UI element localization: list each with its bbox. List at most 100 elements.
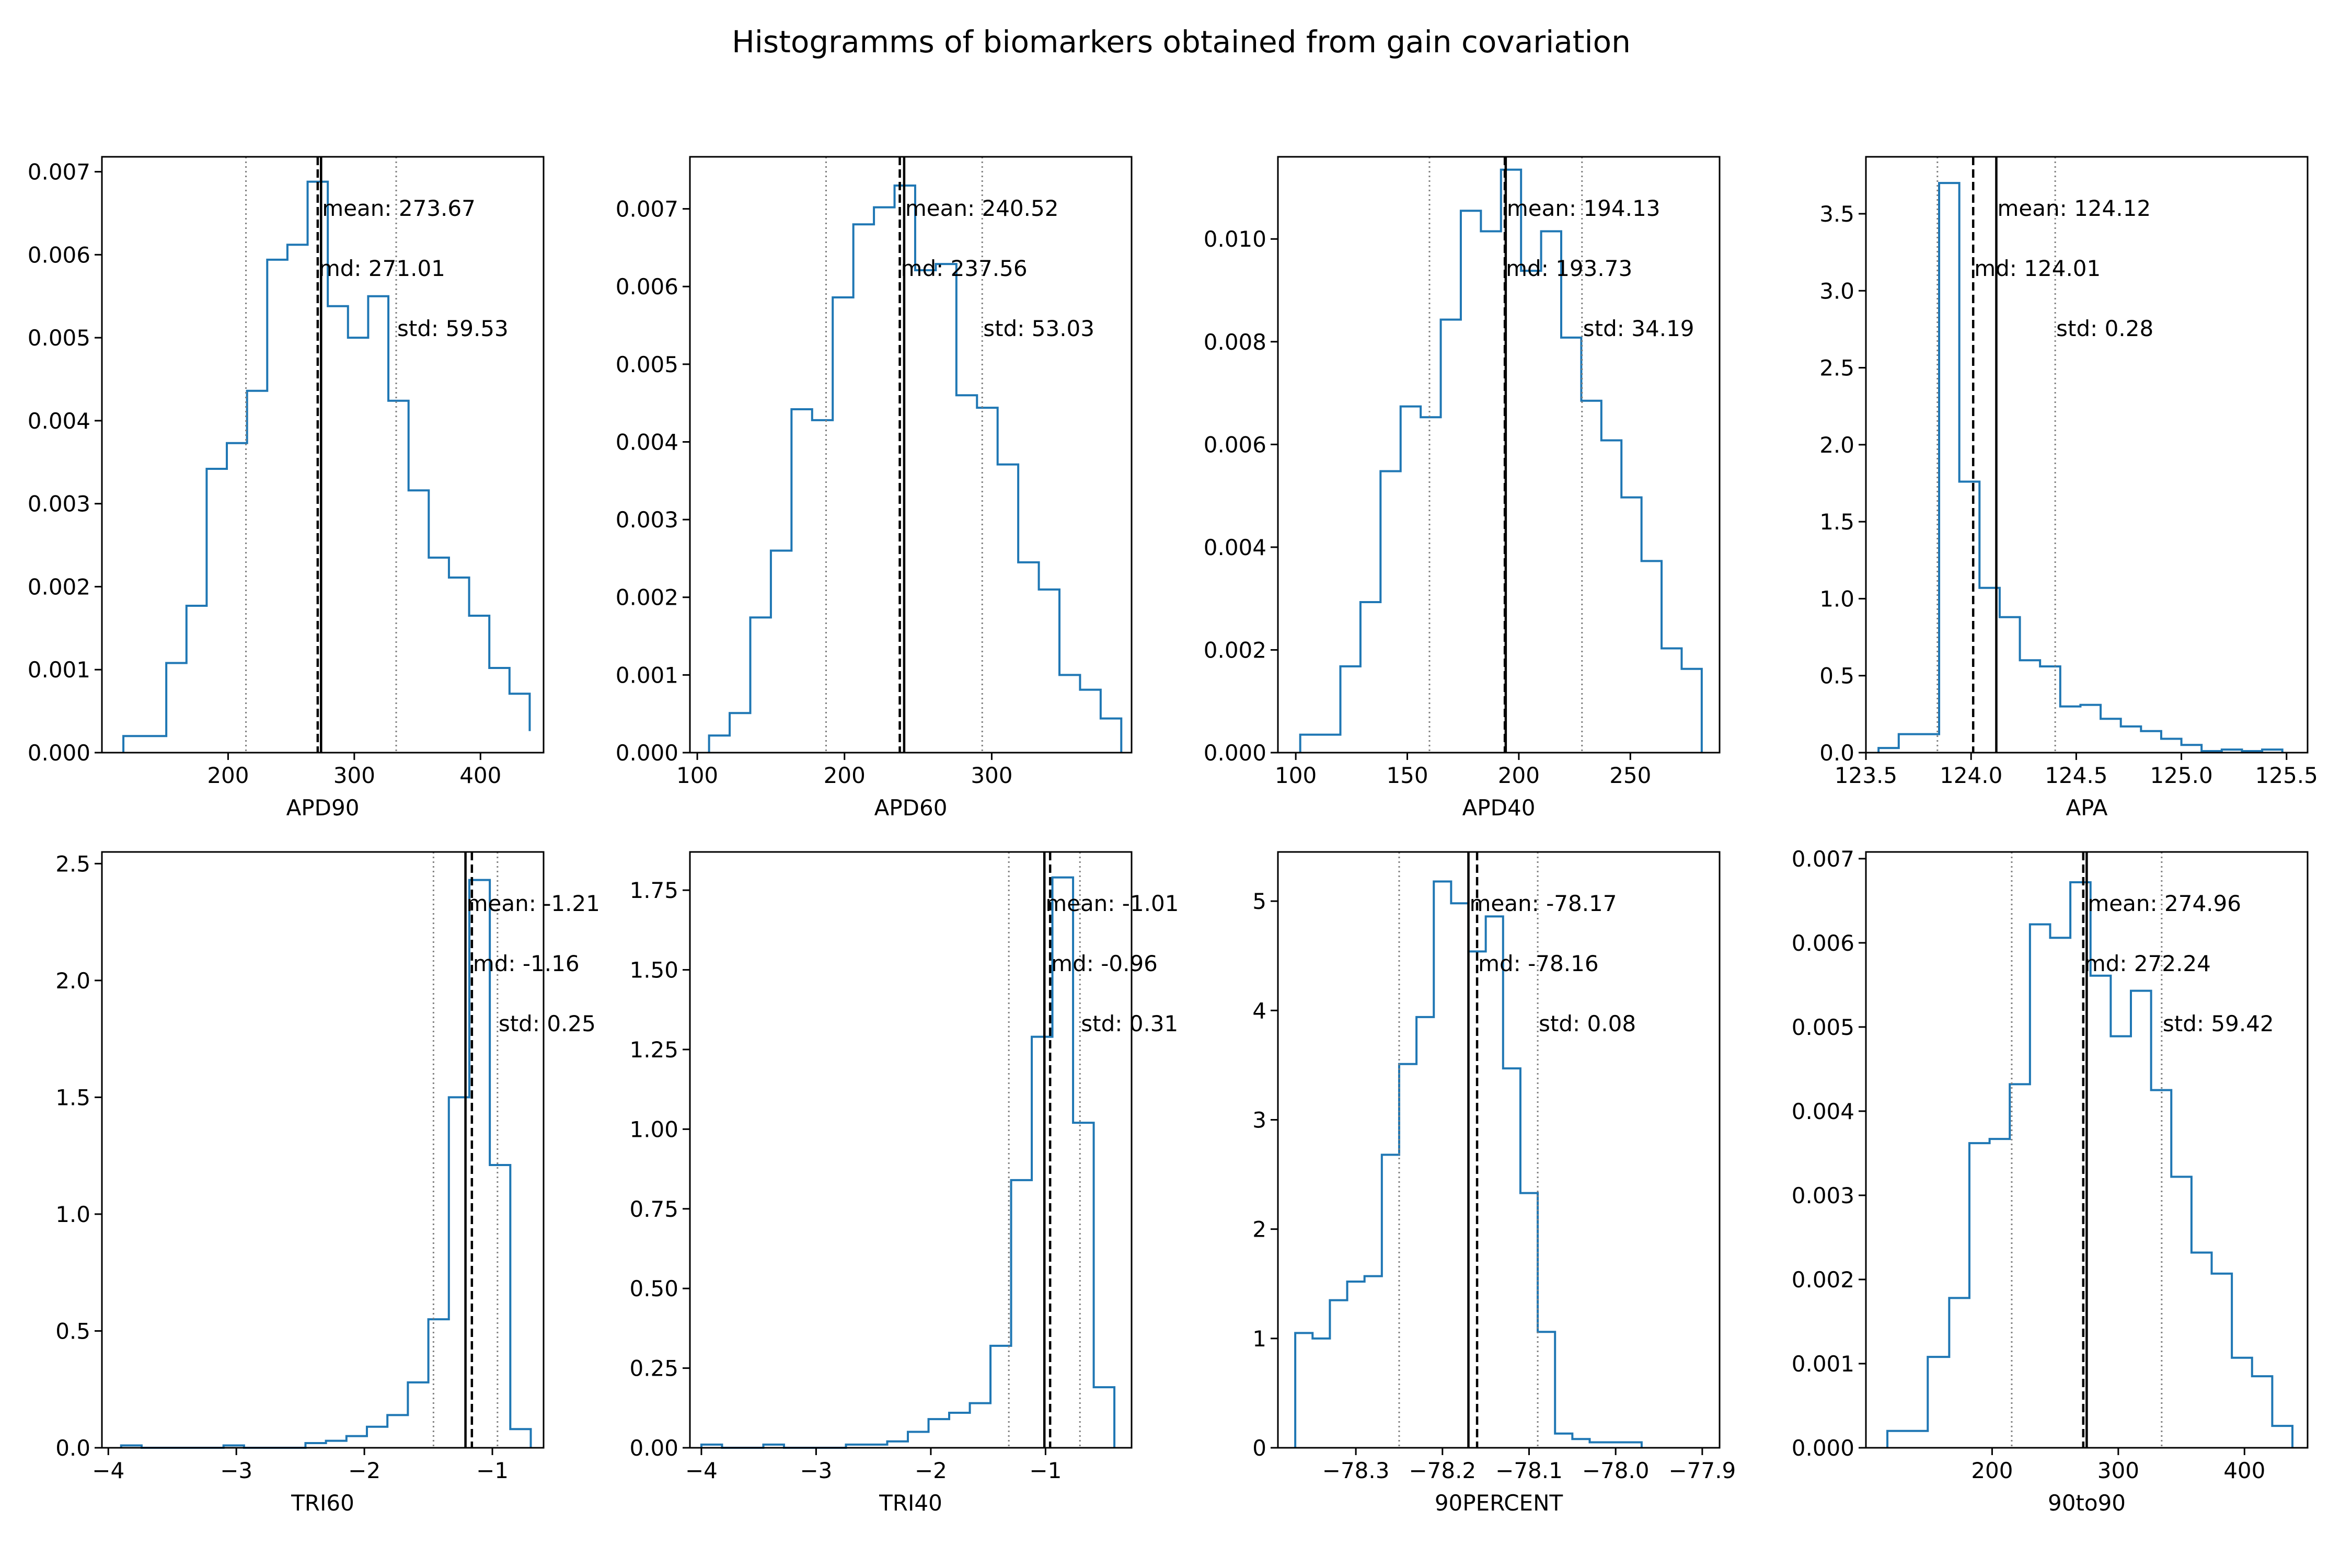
y-tick-label: 0.006 [1792,930,1854,956]
y-tick-label: 0 [1252,1435,1266,1461]
x-tick-label: 400 [459,763,501,788]
histogram-panel: mean: -1.21 md: -1.16 std: 0.25 −4 −3 −2 −1 0.0… [55,851,600,1516]
y-tick-label: 0.002 [1792,1267,1854,1293]
axes-frame [1277,156,1721,754]
x-tick-label: −78.3 [1322,1458,1390,1483]
y-tick-label: 0.000 [616,740,678,766]
y-tick-label: 0.0 [1819,740,1854,766]
y-tick-label: 2.5 [1819,355,1854,381]
x-tick-label: 200 [1971,1458,2013,1483]
x-axis-label: APA [2066,795,2107,821]
x-tick-label: −1 [476,1458,509,1483]
histogram-panel: mean: 273.67 md: 271.01 std: 59.53 200 300 40… [28,156,545,821]
histogram-bars [1299,168,1703,753]
histogram-panel: mean: -1.01 md: -0.96 std: 0.31 −4 −3 −2 −1 0.0… [629,851,1179,1516]
x-tick-label: 200 [1498,763,1540,788]
y-tick-label: 4 [1252,998,1266,1023]
median-label: md: 193.73 [1506,256,1632,281]
y-tick-label: 2.0 [55,968,90,994]
y-tick-label: 0.007 [1792,846,1854,872]
y-tick-label: 0.003 [616,507,678,533]
y-tick-label: 0.000 [1204,740,1266,766]
y-tick-label: 0.006 [616,274,678,299]
y-tick-label: 0.007 [616,197,678,222]
std-label: std: 59.53 [397,316,509,341]
axes-frame [101,851,545,1449]
histogram-bars [708,184,1123,753]
y-tick-label: 0.008 [1204,329,1266,355]
y-tick-label: 1.50 [629,958,678,983]
y-tick-label: 0.006 [28,242,90,268]
y-tick-label: 0.003 [1792,1183,1854,1208]
y-tick-label: 1.5 [55,1085,90,1110]
x-tick-label: −78.1 [1495,1458,1563,1483]
y-tick-label: 0.0 [55,1435,90,1461]
mean-label: mean: 240.52 [905,195,1059,221]
x-tick-label: −3 [800,1458,832,1483]
y-tick-label: 0.002 [616,585,678,610]
median-label: md: -78.16 [1478,951,1598,976]
y-tick-label: 0.004 [28,408,90,434]
y-tick-label: 1 [1252,1326,1266,1352]
x-tick-label: −4 [685,1458,718,1483]
std-label: std: 0.28 [2056,316,2153,341]
axes-frame [1865,851,2309,1449]
axes-frame [101,156,545,754]
axes-frame [1865,156,2309,754]
std-label: std: 0.25 [499,1011,596,1036]
axes-frame [1277,851,1721,1449]
y-tick-label: 0.50 [629,1276,678,1301]
y-tick-label: 3 [1252,1107,1266,1133]
x-tick-label: −78.0 [1582,1458,1650,1483]
y-tick-label: 1.0 [55,1202,90,1227]
x-axis-label: 90to90 [2048,1490,2126,1516]
histogram-panel: mean: 124.12 md: 124.01 std: 0.28 123.5 124.… [1819,156,2318,821]
y-tick-label: 0.001 [1792,1351,1854,1377]
x-tick-label: −78.2 [1409,1458,1476,1483]
y-tick-label: 1.25 [629,1037,678,1063]
x-tick-label: −3 [220,1458,252,1483]
y-tick-label: 0.005 [28,325,90,351]
histogram-panel: mean: -78.17 md: -78.16 std: 0.08 −78.3 −78.… [1252,851,1736,1516]
mean-label: mean: -78.17 [1470,891,1617,916]
x-axis-label: APD60 [874,795,948,821]
y-tick-label: 5 [1252,889,1266,914]
median-label: md: 237.56 [901,256,1028,281]
x-axis-label: TRI60 [291,1490,354,1516]
y-tick-label: 1.75 [629,878,678,903]
x-tick-label: 123.5 [1835,763,1897,788]
x-tick-label: 100 [676,763,718,788]
y-tick-label: 0.00 [629,1435,678,1461]
x-tick-label: 125.0 [2150,763,2212,788]
x-tick-label: 124.0 [1940,763,2002,788]
mean-label: mean: 194.13 [1507,195,1661,221]
histogram-bars [122,180,531,753]
x-tick-label: 200 [824,763,866,788]
y-tick-label: 0.5 [1819,663,1854,689]
histogram-bars [1886,881,2294,1448]
x-axis-label: TRI40 [879,1490,942,1516]
median-label: md: 271.01 [319,256,445,281]
y-tick-label: 2.5 [55,851,90,877]
x-tick-label: 100 [1275,763,1317,788]
std-label: std: 59.42 [2163,1011,2274,1036]
x-tick-label: 124.5 [2045,763,2107,788]
figure-title: Histogramms of biomarkers obtained from … [732,24,1631,60]
x-tick-label: 200 [207,763,249,788]
y-tick-label: 0.75 [629,1196,678,1222]
histogram-bars [1877,182,2284,753]
x-tick-label: 150 [1386,763,1428,788]
x-tick-label: 400 [2223,1458,2265,1483]
std-label: std: 34.19 [1583,316,1694,341]
y-tick-label: 1.00 [629,1116,678,1142]
y-tick-label: 0.005 [1792,1014,1854,1040]
std-label: std: 53.03 [983,316,1094,341]
median-label: md: -0.96 [1051,951,1158,976]
y-tick-label: 0.007 [28,159,90,185]
median-label: md: 124.01 [1974,256,2101,281]
y-tick-label: 1.5 [1819,509,1854,535]
median-label: md: 272.24 [2084,951,2211,976]
axes-frame [689,851,1133,1449]
y-tick-label: 1.0 [1819,586,1854,612]
